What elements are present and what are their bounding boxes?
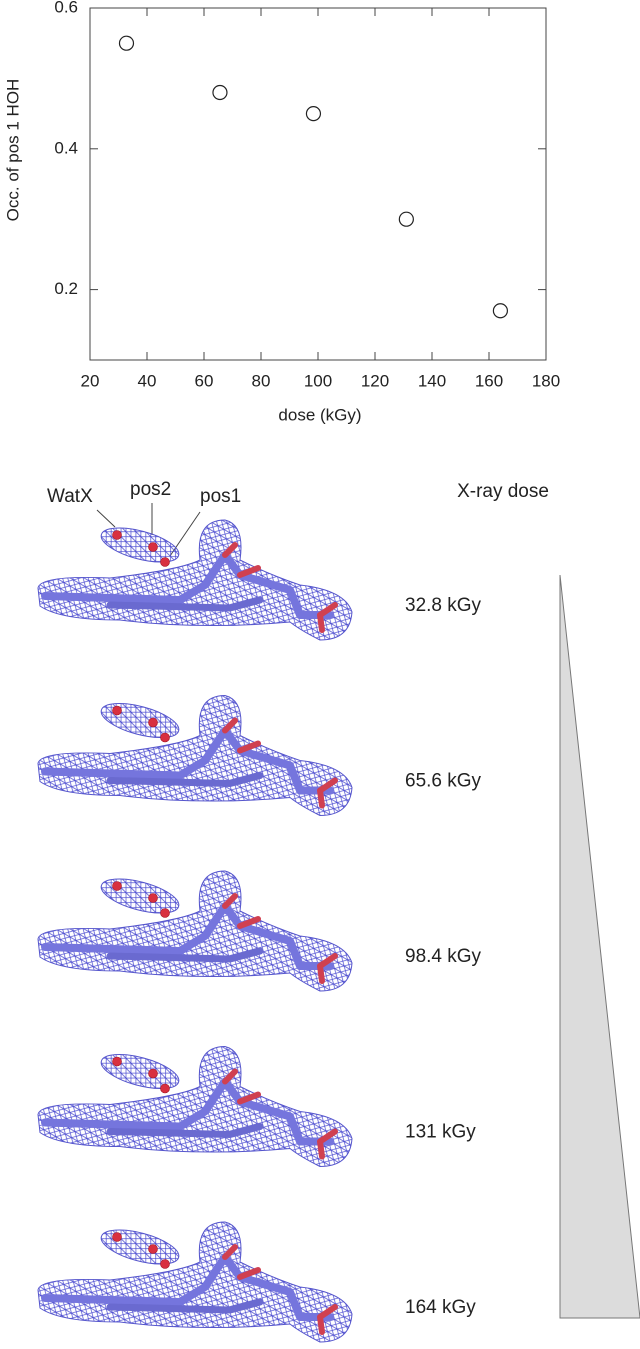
dose-label: 65.6 kGy (405, 771, 482, 792)
data-point (398, 211, 414, 227)
x-tick-label: 180 (532, 371, 560, 390)
y-tick-label: 0.4 (54, 138, 78, 157)
oxygen-stick (222, 542, 338, 633)
x-tick-label: 40 (138, 371, 157, 390)
dose-header: X-ray dose (457, 481, 549, 502)
water (148, 893, 158, 903)
water (112, 705, 122, 716)
oxygen-stick (222, 1068, 338, 1160)
plot-frame (89, 7, 547, 361)
dose-label: 131 kGy (405, 1122, 476, 1143)
density-mesh (37, 1045, 353, 1168)
density-mesh (37, 519, 353, 641)
y-axis-title: Occ. of pos 1 HOH (3, 79, 22, 222)
structure (37, 519, 353, 641)
water (112, 530, 122, 540)
oxygen-stick (222, 893, 338, 984)
oxygen-stick (222, 717, 338, 809)
structure (37, 870, 353, 992)
water (112, 1056, 122, 1067)
molecule-stick (41, 726, 334, 795)
water (160, 908, 170, 918)
y-tick-label: 0.2 (54, 279, 78, 298)
data-point (118, 35, 135, 51)
dose-label: 98.4 kGy (405, 946, 482, 967)
oxygen-stick (222, 1244, 338, 1335)
molecule-stick (106, 1298, 264, 1314)
y-tick-label: 0.6 (54, 0, 78, 16)
density-mesh (37, 870, 353, 992)
molecule-stick (41, 1253, 334, 1321)
x-tick-label: 160 (475, 371, 503, 390)
water (148, 542, 158, 552)
structure (37, 1221, 353, 1343)
density-mesh (37, 694, 353, 817)
water (112, 1232, 122, 1242)
molecule-stick (106, 772, 264, 788)
dose-wedge (559, 574, 640, 1319)
water (160, 1083, 170, 1094)
molecule-stick (41, 902, 334, 970)
x-tick-label: 20 (81, 371, 100, 390)
annotation: pos1 (200, 486, 241, 507)
x-axis-title: dose (kGy) (278, 405, 361, 424)
data-point (212, 84, 228, 101)
molecule-stick (106, 947, 264, 963)
x-tick-label: 120 (361, 371, 389, 390)
data-point (492, 303, 508, 319)
water (148, 1244, 158, 1254)
x-tick-label: 80 (252, 371, 271, 390)
annotation: pos2 (130, 479, 171, 500)
molecule-stick (106, 596, 264, 612)
data-point (305, 105, 322, 122)
water (160, 557, 170, 567)
dose-label: 164 kGy (405, 1297, 476, 1318)
water (112, 881, 122, 891)
water (148, 1068, 158, 1079)
structure (37, 694, 353, 817)
x-tick-label: 140 (418, 371, 446, 390)
structure (37, 1045, 353, 1168)
leader-line (96, 509, 116, 528)
molecule-stick (41, 551, 334, 619)
water (148, 717, 158, 728)
molecule-stick (41, 1077, 334, 1146)
molecule-stick (106, 1123, 264, 1139)
annotation: WatX (47, 486, 93, 507)
water (160, 1259, 170, 1269)
density-mesh (37, 1221, 353, 1343)
x-tick-label: 60 (195, 371, 214, 390)
water (160, 732, 170, 743)
x-tick-label: 100 (304, 371, 332, 390)
dose-label: 32.8 kGy (405, 595, 482, 616)
